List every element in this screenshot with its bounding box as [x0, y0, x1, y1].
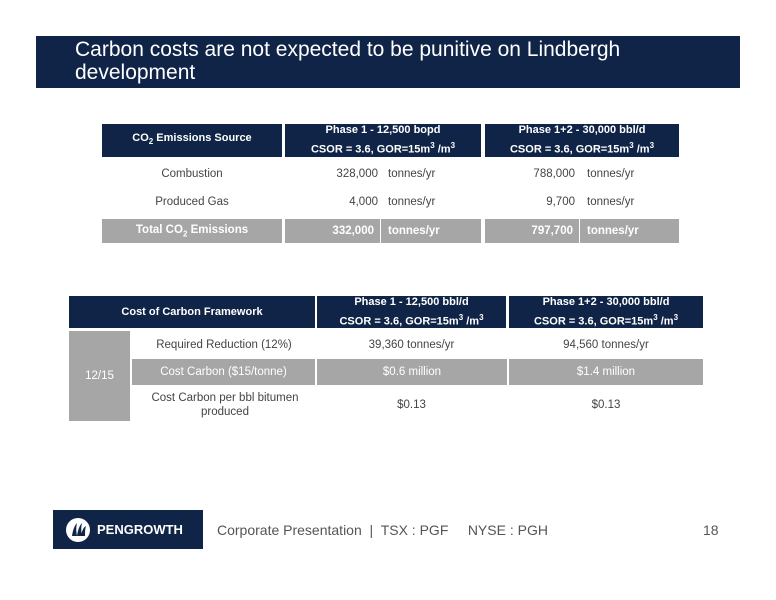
pengrowth-logo: PENGROWTH [53, 510, 203, 549]
table1-total-source: Total CO2 Emissions [102, 219, 282, 243]
table1-total-source-label: Total CO2 Emissions [135, 223, 249, 239]
table2-row-p2: $0.13 [591, 399, 621, 411]
table1-header-phase1-line1: Phase 1 - 12,500 bopd [325, 124, 441, 137]
table1-row-p1-value: 4,000 [349, 196, 378, 208]
table1-total-p1-unit: tonnes/yr [381, 219, 481, 243]
table2-header-phase2-line1: Phase 1+2 - 30,000 bbl/d [542, 295, 670, 308]
table1-total-p2-unit: tonnes/yr [580, 219, 679, 243]
table1-row-p2-unit: tonnes/yr [587, 196, 635, 208]
pengrowth-logo-text: PENGROWTH [97, 522, 183, 537]
table2-header-phase1: Phase 1 - 12,500 bbl/d CSOR = 3.6, GOR=1… [317, 296, 506, 328]
table1-header-phase1: Phase 1 - 12,500 bopd CSOR = 3.6, GOR=15… [285, 124, 481, 157]
table2-row-p1: 39,360 tonnes/yr [368, 339, 455, 351]
table2-header-phase1-line2: CSOR = 3.6, GOR=15m3 /m3 [339, 312, 484, 328]
table2-row-p1: $0.6 million [317, 359, 507, 385]
table1-header-phase1-line2: CSOR = 3.6, GOR=15m3 /m3 [310, 141, 456, 156]
table2-header-phase1-line1: Phase 1 - 12,500 bbl/d [354, 295, 469, 308]
table1-total-p1-value: 332,000 [285, 219, 380, 243]
title-bar [36, 36, 740, 88]
table2-header-phase2: Phase 1+2 - 30,000 bbl/d CSOR = 3.6, GOR… [509, 296, 703, 328]
table1-row-p1-value: 328,000 [336, 168, 378, 180]
table1-row-source: Combustion [161, 168, 223, 180]
table1-row-p2-value: 9,700 [546, 196, 575, 208]
table1-total-p2-value: 797,700 [485, 219, 579, 243]
table1-header-phase2-line1: Phase 1+2 - 30,000 bbl/d [518, 124, 646, 137]
table1-header-source-label: CO2 Emissions Source [132, 132, 252, 147]
table2-row-label: Cost Carbon ($15/tonne) [132, 359, 315, 385]
table2-side-label: 12/15 [69, 331, 130, 421]
table1-row-p2-value: 788,000 [533, 168, 575, 180]
table2-row-label: Required Reduction (12%) [156, 339, 292, 351]
table1-row-source: Produced Gas [155, 196, 229, 208]
table1-row-p2-unit: tonnes/yr [587, 168, 635, 180]
footer-presentation-text: Corporate Presentation | TSX : PGF NYSE … [217, 522, 548, 538]
table1-header-phase2: Phase 1+2 - 30,000 bbl/d CSOR = 3.6, GOR… [485, 124, 679, 157]
slide-title: Carbon costs are not expected to be puni… [75, 38, 621, 84]
table2-row-label: Cost Carbon per bbl bitumen produced [151, 392, 299, 418]
table1-header-source: CO2 Emissions Source [102, 124, 282, 157]
table2-header-phase2-line2: CSOR = 3.6, GOR=15m3 /m3 [533, 312, 679, 328]
table2-row-p1: $0.13 [397, 399, 426, 411]
pengrowth-emblem-icon [66, 517, 90, 542]
table2-row-p2: $1.4 million [509, 359, 703, 385]
table1-row-p1-unit: tonnes/yr [388, 168, 436, 180]
table2-row-p2: 94,560 tonnes/yr [563, 339, 649, 351]
table1-header-phase2-line2: CSOR = 3.6, GOR=15m3 /m3 [509, 141, 655, 156]
table1-row-p1-unit: tonnes/yr [388, 196, 436, 208]
page-number: 18 [703, 522, 719, 538]
table2-header-framework: Cost of Carbon Framework [69, 296, 315, 328]
